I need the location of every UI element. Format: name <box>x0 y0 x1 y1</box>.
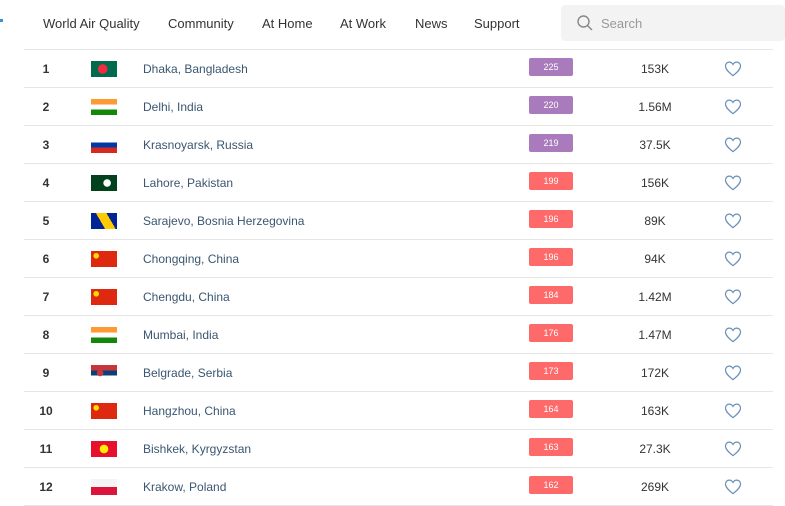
followers: 172K <box>640 366 670 380</box>
city-name[interactable]: Krasnoyarsk, Russia <box>143 138 254 152</box>
city-name[interactable]: Mumbai, India <box>143 328 219 342</box>
follow-heart[interactable] <box>724 98 742 120</box>
city-name[interactable]: Hangzhou, China <box>143 404 236 418</box>
search-box[interactable]: Search <box>561 5 785 41</box>
nav-item[interactable]: World Air Quality <box>43 16 140 31</box>
country-flag <box>91 441 117 457</box>
nav-item[interactable]: Community <box>168 16 234 31</box>
aqi-badge: 225 <box>529 58 573 76</box>
city-name[interactable]: Bishkek, Kyrgyzstan <box>143 442 252 456</box>
country-flag <box>91 61 117 77</box>
aqi-badge: 163 <box>529 438 573 456</box>
followers: 94K <box>644 252 666 266</box>
followers: 1.42M <box>638 290 672 304</box>
city-name[interactable]: Chengdu, China <box>143 290 230 304</box>
followers: 153K <box>640 62 670 76</box>
search-placeholder: Search <box>601 16 643 31</box>
follow-heart[interactable] <box>724 478 742 500</box>
followers: 269K <box>640 480 670 494</box>
aqi-badge: 173 <box>529 362 573 380</box>
aqi-badge: 220 <box>529 96 573 114</box>
table-row: 11 Bishkek, Kyrgyzstan 163 27.3K <box>24 429 773 467</box>
country-flag <box>91 327 117 343</box>
aqi-badge: 184 <box>529 286 573 304</box>
search-icon <box>577 15 593 31</box>
follow-heart[interactable] <box>724 288 742 310</box>
rank: 11 <box>39 442 53 456</box>
aqi-badge: 176 <box>529 324 573 342</box>
country-flag <box>91 365 117 381</box>
table-row: 9 Belgrade, Serbia 173 172K <box>24 353 773 391</box>
table-row: 10 Hangzhou, China 164 163K <box>24 391 773 429</box>
table-row: 7 Chengdu, China 184 1.42M <box>24 277 773 315</box>
table-row: 8 Mumbai, India 176 1.47M <box>24 315 773 353</box>
rank: 6 <box>42 252 50 266</box>
city-name[interactable]: Dhaka, Bangladesh <box>143 62 248 76</box>
city-name[interactable]: Krakow, Poland <box>143 480 227 494</box>
rank: 10 <box>39 404 53 418</box>
rank: 7 <box>42 290 50 304</box>
followers: 89K <box>644 214 666 228</box>
rank: 1 <box>42 62 50 76</box>
table-row: 5 Sarajevo, Bosnia Herzegovina 196 89K <box>24 201 773 239</box>
follow-heart[interactable] <box>724 402 742 424</box>
country-flag <box>91 251 117 267</box>
aqi-badge: 196 <box>529 210 573 228</box>
city-name[interactable]: Sarajevo, Bosnia Herzegovina <box>143 214 305 228</box>
follow-heart[interactable] <box>724 364 742 386</box>
followers: 27.3K <box>639 442 671 456</box>
follow-heart[interactable] <box>724 174 742 196</box>
table-row: 6 Chongqing, China 196 94K <box>24 239 773 277</box>
country-flag <box>91 137 117 153</box>
rank: 12 <box>39 480 53 494</box>
country-flag <box>91 289 117 305</box>
follow-heart[interactable] <box>724 440 742 462</box>
country-flag <box>91 175 117 191</box>
nav-item[interactable]: News <box>415 16 448 31</box>
nav-item[interactable]: At Home <box>262 16 313 31</box>
table-row: 12 Krakow, Poland 162 269K <box>24 467 773 506</box>
aqi-badge: 219 <box>529 134 573 152</box>
country-flag <box>91 213 117 229</box>
followers: 37.5K <box>639 138 671 152</box>
nav-bar: World Air Quality Community At Home At W… <box>0 0 785 48</box>
city-name[interactable]: Delhi, India <box>143 100 204 114</box>
rank: 4 <box>42 176 50 190</box>
follow-heart[interactable] <box>724 326 742 348</box>
followers: 163K <box>640 404 670 418</box>
table-row: 2 Delhi, India 220 1.56M <box>24 87 773 125</box>
aqi-badge: 164 <box>529 400 573 418</box>
rank: 2 <box>42 100 50 114</box>
rank: 8 <box>42 328 50 342</box>
table-row: 3 Krasnoyarsk, Russia 219 37.5K <box>24 125 773 163</box>
followers: 1.47M <box>638 328 672 342</box>
country-flag <box>91 479 117 495</box>
aqi-badge: 199 <box>529 172 573 190</box>
aqi-badge: 162 <box>529 476 573 494</box>
edge-mark <box>0 19 3 22</box>
follow-heart[interactable] <box>724 136 742 158</box>
followers: 1.56M <box>638 100 672 114</box>
city-name[interactable]: Lahore, Pakistan <box>143 176 234 190</box>
rank: 5 <box>42 214 50 228</box>
table-row: 1 Dhaka, Bangladesh 225 153K <box>24 49 773 87</box>
aqi-badge: 196 <box>529 248 573 266</box>
table-row: 4 Lahore, Pakistan 199 156K <box>24 163 773 201</box>
follow-heart[interactable] <box>724 250 742 272</box>
country-flag <box>91 403 117 419</box>
city-name[interactable]: Belgrade, Serbia <box>143 366 233 380</box>
country-flag <box>91 99 117 115</box>
rank: 3 <box>42 138 50 152</box>
follow-heart[interactable] <box>724 212 742 234</box>
follow-heart[interactable] <box>724 60 742 82</box>
nav-item[interactable]: Support <box>474 16 520 31</box>
rank: 9 <box>42 366 50 380</box>
city-name[interactable]: Chongqing, China <box>143 252 240 266</box>
followers: 156K <box>640 176 670 190</box>
nav-item[interactable]: At Work <box>340 16 386 31</box>
ranking-table: 1 Dhaka, Bangladesh 225 153K 2 Delhi, India 22… <box>24 49 773 506</box>
